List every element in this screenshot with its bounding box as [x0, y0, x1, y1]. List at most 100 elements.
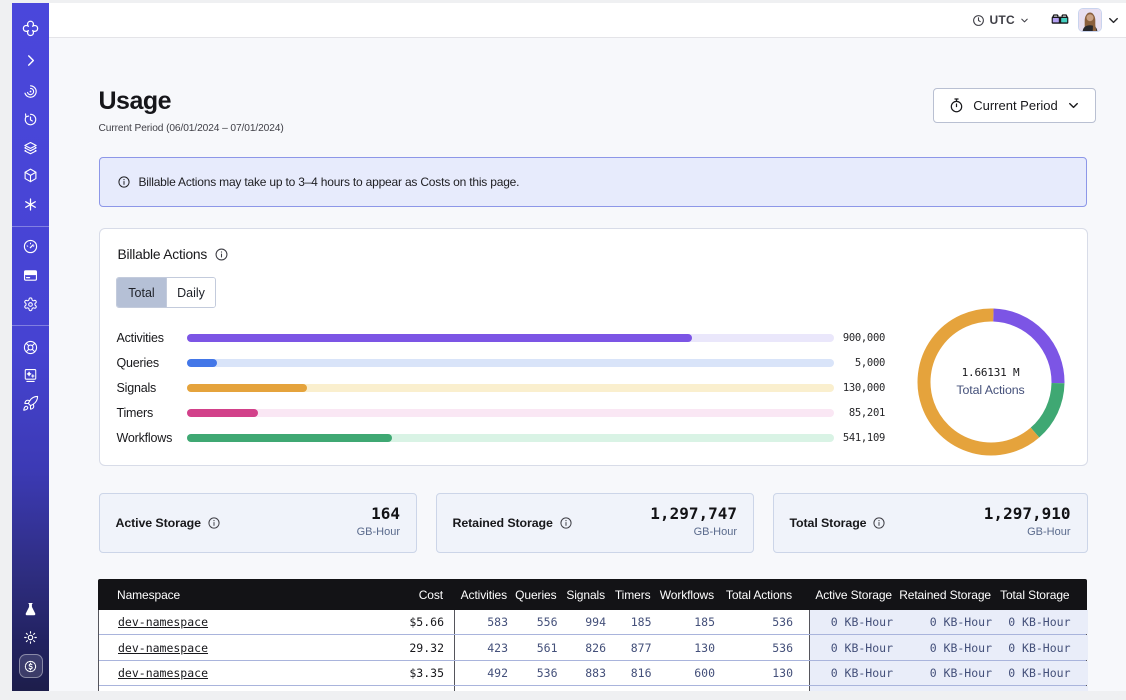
temporal-logo[interactable]: [12, 15, 49, 43]
cell-activities: 492: [487, 665, 508, 680]
stat-unit: GB-Hour: [356, 526, 400, 538]
bar-track: [186, 383, 834, 392]
cell-namespace: dev-namespace: [118, 661, 368, 685]
history-clock-icon[interactable]: [12, 106, 49, 134]
cell-total_storage: [99, 686, 1071, 691]
bar-fill: [186, 408, 259, 417]
cell-total_storage: 0 KB-Hour: [1008, 665, 1071, 680]
column-divider: [809, 660, 810, 686]
sidebar-divider: [12, 225, 49, 227]
column-header-queries: Queries: [515, 587, 557, 602]
cell-total_actions: 536: [772, 640, 793, 655]
page-subtitle: Current Period (06/01/2024 – 07/01/2024): [98, 122, 284, 134]
bar-value: 130,000: [842, 381, 885, 394]
billable-actions-card: Billable Actions Total Daily Activities 90…: [98, 228, 1088, 466]
cell-signals: 826: [585, 640, 606, 655]
namespace-link[interactable]: dev-namespace: [118, 640, 209, 655]
bar-row-workflows: Workflows 541,109: [100, 428, 1088, 448]
cell-total_storage: 0 KB-Hour: [1008, 615, 1071, 630]
book-icon[interactable]: [12, 362, 49, 390]
cell-timers: 185: [630, 615, 652, 630]
period-dropdown-label: Current Period: [973, 98, 1058, 113]
donut-total-value: 1.66131 M: [961, 366, 1020, 379]
cell-workflows: 185: [694, 615, 715, 630]
stat-label: Active Storage: [115, 516, 201, 530]
info-icon[interactable]: [207, 516, 221, 530]
stat-card-retained-storage: Retained Storage 1,297,747 GB-Hour: [435, 493, 754, 553]
column-header-total_storage: Total Storage: [1000, 587, 1070, 602]
cell-cost: 29.32: [409, 640, 444, 655]
total-actions-donut-chart: 1.66131 M Total Actions: [916, 307, 1066, 457]
namespace-link[interactable]: dev-namespace: [118, 665, 209, 680]
storage-columns-background: [809, 610, 1088, 635]
table-row: dev-namespace $5.66 583 556 994 185 185 536 0 KB…: [99, 610, 1088, 636]
stat-label: Retained Storage: [452, 516, 553, 530]
sun-icon[interactable]: [12, 623, 49, 651]
column-header-retained_storage: Retained Storage: [899, 587, 991, 602]
info-banner: Billable Actions may take up to 3–4 hour…: [98, 157, 1087, 207]
column-divider: [454, 610, 455, 635]
rocket-icon[interactable]: [12, 390, 49, 418]
asterisk-icon[interactable]: [12, 190, 49, 218]
column-header-signals: Signals: [566, 587, 605, 602]
cell-activities: 423: [487, 640, 508, 655]
bar-track: [186, 408, 834, 417]
column-header-cost: Cost: [418, 587, 443, 602]
info-icon: [117, 175, 131, 189]
column-header-activities: Activities: [460, 587, 507, 602]
column-header-total_actions: Total Actions: [725, 587, 792, 602]
namespace-link[interactable]: dev-namespace: [118, 615, 209, 630]
column-header-active_storage: Active Storage: [815, 587, 892, 602]
cell-active_storage: 0 KB-Hour: [830, 665, 893, 680]
cell-signals: 883: [585, 665, 606, 680]
donut-total-label: Total Actions: [956, 383, 1025, 397]
column-divider: [809, 610, 810, 635]
timezone-selector[interactable]: UTC: [972, 13, 1030, 27]
gear-icon[interactable]: [12, 291, 49, 319]
flask-icon[interactable]: [12, 595, 49, 623]
cell-workflows: 600: [694, 665, 715, 680]
bar-label: Workflows: [116, 431, 173, 446]
page-title: Usage: [98, 87, 172, 115]
avatar[interactable]: [1078, 8, 1102, 32]
chevron-down-icon: [1019, 15, 1030, 26]
gauge-icon[interactable]: [12, 233, 49, 261]
namespaces-icon[interactable]: [12, 77, 49, 105]
cell-active_storage: 0 KB-Hour: [830, 640, 893, 655]
tab-total[interactable]: Total: [117, 278, 166, 307]
main-content: Usage Current Period (06/01/2024 – 07/01…: [49, 38, 1126, 691]
glasses-icon[interactable]: [1050, 10, 1070, 30]
clock-icon: [972, 14, 985, 27]
info-icon[interactable]: [214, 247, 229, 262]
cell-workflows: 130: [694, 640, 715, 655]
bar-label: Activities: [116, 330, 165, 345]
layers-icon[interactable]: [12, 134, 49, 162]
bar-label: Timers: [116, 405, 154, 420]
bar-row-signals: Signals 130,000: [100, 378, 1088, 398]
info-banner-text: Billable Actions may take up to 3–4 hour…: [138, 175, 520, 189]
credit-card-icon[interactable]: [12, 261, 49, 289]
bar-track: [186, 434, 834, 443]
chevron-right-icon[interactable]: [12, 46, 49, 74]
cell-cost: $5.66: [409, 615, 444, 630]
storage-columns-background: [809, 686, 1088, 691]
column-divider: [454, 660, 455, 686]
stat-card-total-storage: Total Storage 1,297,910 GB-Hour: [772, 493, 1088, 553]
chevron-down-icon[interactable]: [1106, 13, 1121, 28]
dollar-badge-icon[interactable]: [18, 654, 43, 678]
chevron-down-icon: [1066, 98, 1081, 113]
info-icon[interactable]: [872, 516, 886, 530]
cube-icon[interactable]: [12, 162, 49, 190]
info-icon[interactable]: [559, 516, 573, 530]
table-row: [99, 686, 1088, 691]
topbar: UTC: [49, 3, 1126, 38]
lifebuoy-icon[interactable]: [12, 334, 49, 362]
cell-total_actions: 536: [772, 615, 793, 630]
cell-activities: 583: [487, 615, 508, 630]
period-dropdown-button[interactable]: Current Period: [933, 88, 1096, 123]
tab-daily[interactable]: Daily: [166, 278, 215, 307]
stat-value: 1,297,910: [983, 504, 1071, 523]
storage-columns-background: [809, 660, 1088, 686]
column-divider: [454, 686, 455, 691]
column-header-timers: Timers: [614, 587, 651, 602]
